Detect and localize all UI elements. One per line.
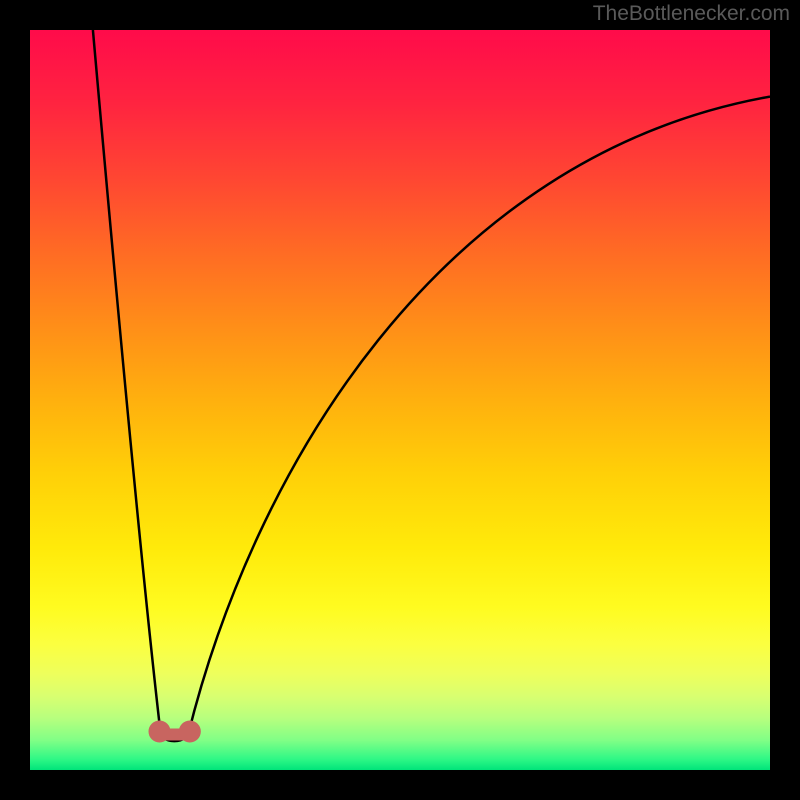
plot-area [30, 30, 770, 770]
bottleneck-curve [93, 30, 770, 741]
watermark-text: TheBottlenecker.com [593, 2, 790, 26]
marker-point [179, 721, 201, 743]
marker-point [149, 721, 171, 743]
curve-layer [30, 30, 770, 770]
canvas: TheBottlenecker.com [0, 0, 800, 800]
